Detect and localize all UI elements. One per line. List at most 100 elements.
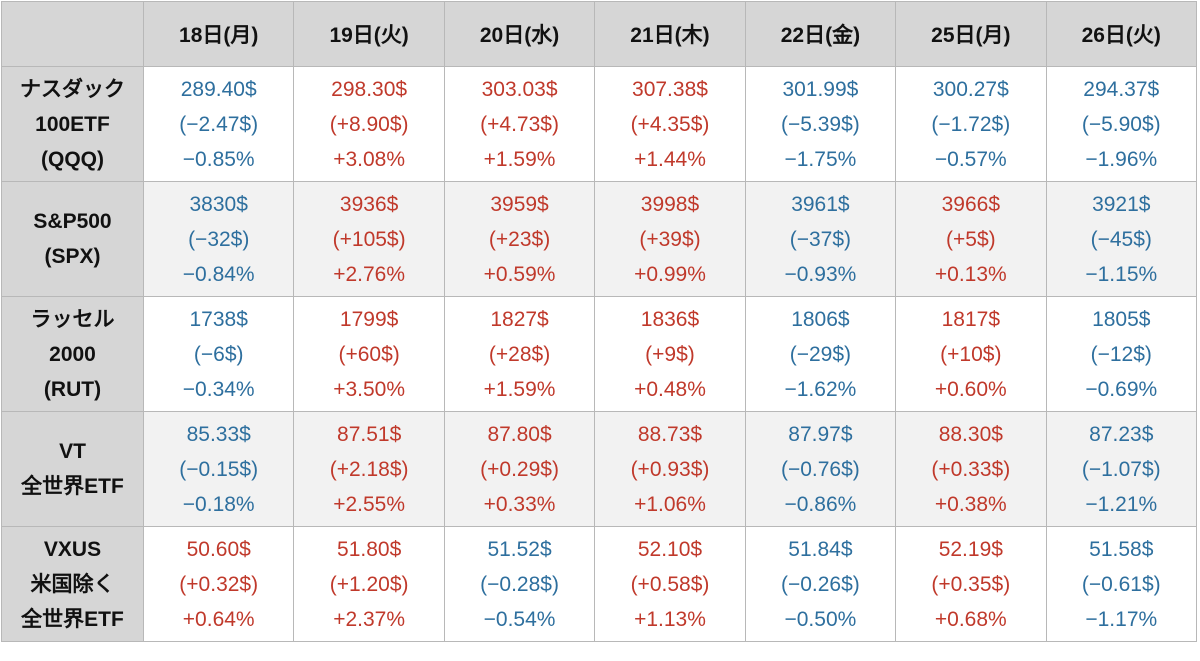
change-value: (−45$) [1090, 227, 1152, 251]
header-day: 18日(月) [142, 1, 295, 67]
percent-change: −0.69% [1085, 377, 1158, 401]
percent-change: −0.34% [182, 377, 255, 401]
percent-change: −0.86% [784, 492, 857, 516]
percent-change: −1.21% [1085, 492, 1158, 516]
table-body: ナスダック 100ETF (QQQ) 289.40$ (−2.47$) −0.85% 298… [1, 66, 1198, 642]
percent-change: −1.96% [1085, 147, 1158, 171]
ticker-name-line: (QQQ) [41, 147, 104, 171]
percent-change: −0.54% [483, 607, 556, 631]
price-cell: 300.27$ (−1.72$) −0.57% [895, 66, 1047, 182]
table-header: 18日(月) 19日(火) 20日(水) 21日(木) 22日(金) 25日(月… [1, 1, 1198, 67]
percent-change: +1.13% [634, 607, 706, 631]
price-cell: 3998$ (+39$) +0.99% [594, 181, 746, 297]
change-value: (+105$) [332, 227, 406, 251]
header-day: 25日(月) [895, 1, 1047, 67]
price-cell: 88.73$ (+0.93$) +1.06% [594, 411, 746, 527]
header-day: 21日(木) [594, 1, 746, 67]
price-cell: 294.37$ (−5.90$) −1.96% [1045, 66, 1198, 182]
price-value: 3830$ [189, 192, 248, 216]
percent-change: −1.62% [784, 377, 857, 401]
change-value: (−6$) [193, 342, 244, 366]
price-value: 3959$ [490, 192, 549, 216]
price-cell: 1738$ (−6$) −0.34% [142, 296, 295, 412]
percent-change: +1.59% [483, 147, 556, 171]
price-cell: 1799$ (+60$) +3.50% [293, 296, 445, 412]
change-value: (−0.76$) [780, 457, 860, 481]
row-header-ticker: S&P500 (SPX) [1, 181, 144, 297]
percent-change: +1.59% [483, 377, 556, 401]
change-value: (+8.90$) [329, 112, 409, 136]
header-day: 22日(金) [744, 1, 897, 67]
price-cell: 1805$ (−12$) −0.69% [1045, 296, 1198, 412]
price-cell: 52.10$ (+0.58$) +1.13% [594, 526, 746, 642]
price-cell: 1817$ (+10$) +0.60% [895, 296, 1047, 412]
ticker-name-line: 2000 [49, 342, 96, 366]
percent-change: +0.68% [934, 607, 1007, 631]
price-cell: 1806$ (−29$) −1.62% [744, 296, 897, 412]
change-value: (+39$) [639, 227, 701, 251]
price-value: 51.58$ [1089, 537, 1154, 561]
ticker-name-line: ナスダック [20, 77, 125, 101]
percent-change: −0.50% [784, 607, 857, 631]
price-value: 298.30$ [331, 77, 408, 101]
price-value: 3936$ [339, 192, 399, 216]
change-value: (−0.61$) [1081, 572, 1161, 596]
change-value: (+4.73$) [480, 112, 559, 136]
percent-change: +2.76% [333, 262, 406, 286]
change-value: (−29$) [789, 342, 852, 366]
row-header-ticker: VT 全世界ETF [1, 411, 144, 527]
table-row: S&P500 (SPX) 3830$ (−32$) −0.84% 3936$ (+105$)… [1, 181, 1198, 297]
price-value: 88.73$ [637, 422, 703, 446]
price-cell: 51.84$ (−0.26$) −0.50% [744, 526, 897, 642]
price-cell: 3830$ (−32$) −0.84% [142, 181, 295, 297]
price-cell: 52.19$ (+0.35$) +0.68% [895, 526, 1047, 642]
change-value: (−0.15$) [179, 457, 259, 481]
price-value: 1817$ [941, 307, 1001, 331]
change-value: (+0.32$) [179, 572, 259, 596]
table-row: ナスダック 100ETF (QQQ) 289.40$ (−2.47$) −0.85% 298… [1, 66, 1198, 182]
price-value: 87.23$ [1089, 422, 1154, 446]
row-header-ticker: VXUS 米国除く 全世界ETF [1, 526, 144, 642]
price-value: 88.30$ [938, 422, 1003, 446]
table-row: VT 全世界ETF 85.33$ (−0.15$) −0.18% 87.51$ (+2.18… [1, 411, 1198, 527]
percent-change: −1.15% [1085, 262, 1158, 286]
price-cell: 298.30$ (+8.90$) +3.08% [293, 66, 445, 182]
ticker-name-line: (RUT) [43, 377, 102, 401]
price-cell: 3921$ (−45$) −1.15% [1045, 181, 1198, 297]
price-cell: 3966$ (+5$) +0.13% [895, 181, 1047, 297]
ticker-name-line: VT [59, 440, 86, 463]
header-day: 19日(火) [293, 1, 445, 67]
percent-change: +1.06% [634, 492, 706, 516]
price-value: 85.33$ [186, 422, 251, 446]
percent-change: −0.85% [182, 147, 255, 171]
header-day: 20日(水) [443, 1, 596, 67]
ticker-name-line: 100ETF [35, 112, 110, 136]
price-cell: 87.23$ (−1.07$) −1.21% [1045, 411, 1198, 527]
ticker-name-line: 米国除く [30, 572, 115, 596]
change-value: (+9$) [645, 342, 695, 366]
percent-change: +0.38% [934, 492, 1007, 516]
price-value: 1805$ [1092, 307, 1151, 331]
row-header-ticker: ラッセル 2000 (RUT) [1, 296, 144, 412]
price-value: 51.84$ [788, 537, 853, 561]
price-value: 301.99$ [782, 77, 859, 101]
price-value: 1836$ [640, 307, 700, 331]
price-value: 303.03$ [481, 77, 558, 101]
price-value: 300.27$ [932, 77, 1009, 101]
ticker-name-line: 全世界ETF [21, 607, 124, 631]
price-value: 87.51$ [337, 422, 402, 446]
row-header-ticker: ナスダック 100ETF (QQQ) [1, 66, 144, 182]
percent-change: −0.93% [784, 262, 857, 286]
percent-change: +0.60% [934, 377, 1007, 401]
price-value: 1827$ [490, 307, 549, 331]
price-value: 52.10$ [637, 537, 703, 561]
price-cell: 87.80$ (+0.29$) +0.33% [443, 411, 596, 527]
price-cell: 85.33$ (−0.15$) −0.18% [142, 411, 295, 527]
header-day: 26日(火) [1045, 1, 1198, 67]
percent-change: +2.37% [333, 607, 406, 631]
price-value: 51.52$ [487, 537, 552, 561]
change-value: (+28$) [488, 342, 551, 366]
change-value: (+0.33$) [931, 457, 1011, 481]
price-value: 294.37$ [1083, 77, 1160, 101]
change-value: (+0.29$) [480, 457, 559, 481]
